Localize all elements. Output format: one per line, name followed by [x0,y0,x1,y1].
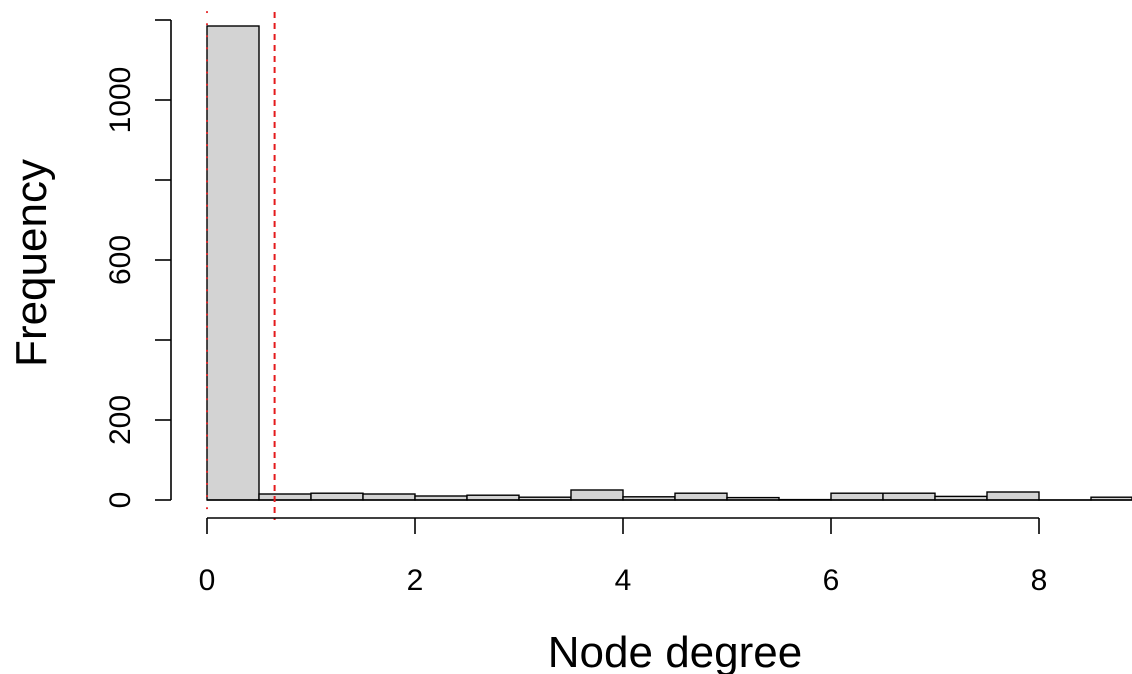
x-tick-label-3: 6 [823,564,840,597]
histogram-bar-3 [362,493,416,501]
y-axis-title: Frequency [7,159,56,367]
reference-lines [206,11,276,521]
y-tick-label-0: 0 [104,492,137,509]
histogram-bars [206,25,1132,501]
histogram-bar-0 [206,25,260,501]
x-axis-title: Node degree [548,628,802,674]
x-tick-label-0: 0 [199,564,216,597]
histogram-bar-15 [986,491,1040,501]
x-tick-label-4: 8 [1031,564,1048,597]
axes: 0 2 4 6 8 0 200 600 1000 [104,19,1048,597]
histogram-bar-9 [674,492,728,501]
y-tick-label-3: 1000 [104,67,137,134]
y-tick-label-1: 200 [104,395,137,445]
histogram-bar-1 [258,493,312,501]
histogram-bar-5 [466,494,520,501]
x-tick-label-1: 2 [407,564,424,597]
histogram-bar-7 [570,489,624,501]
y-tick-label-2: 600 [104,235,137,285]
histogram-bar-13 [882,492,936,501]
histogram-bar-12 [830,492,884,501]
x-tick-label-2: 4 [615,564,632,597]
histogram-bar-2 [310,492,364,501]
